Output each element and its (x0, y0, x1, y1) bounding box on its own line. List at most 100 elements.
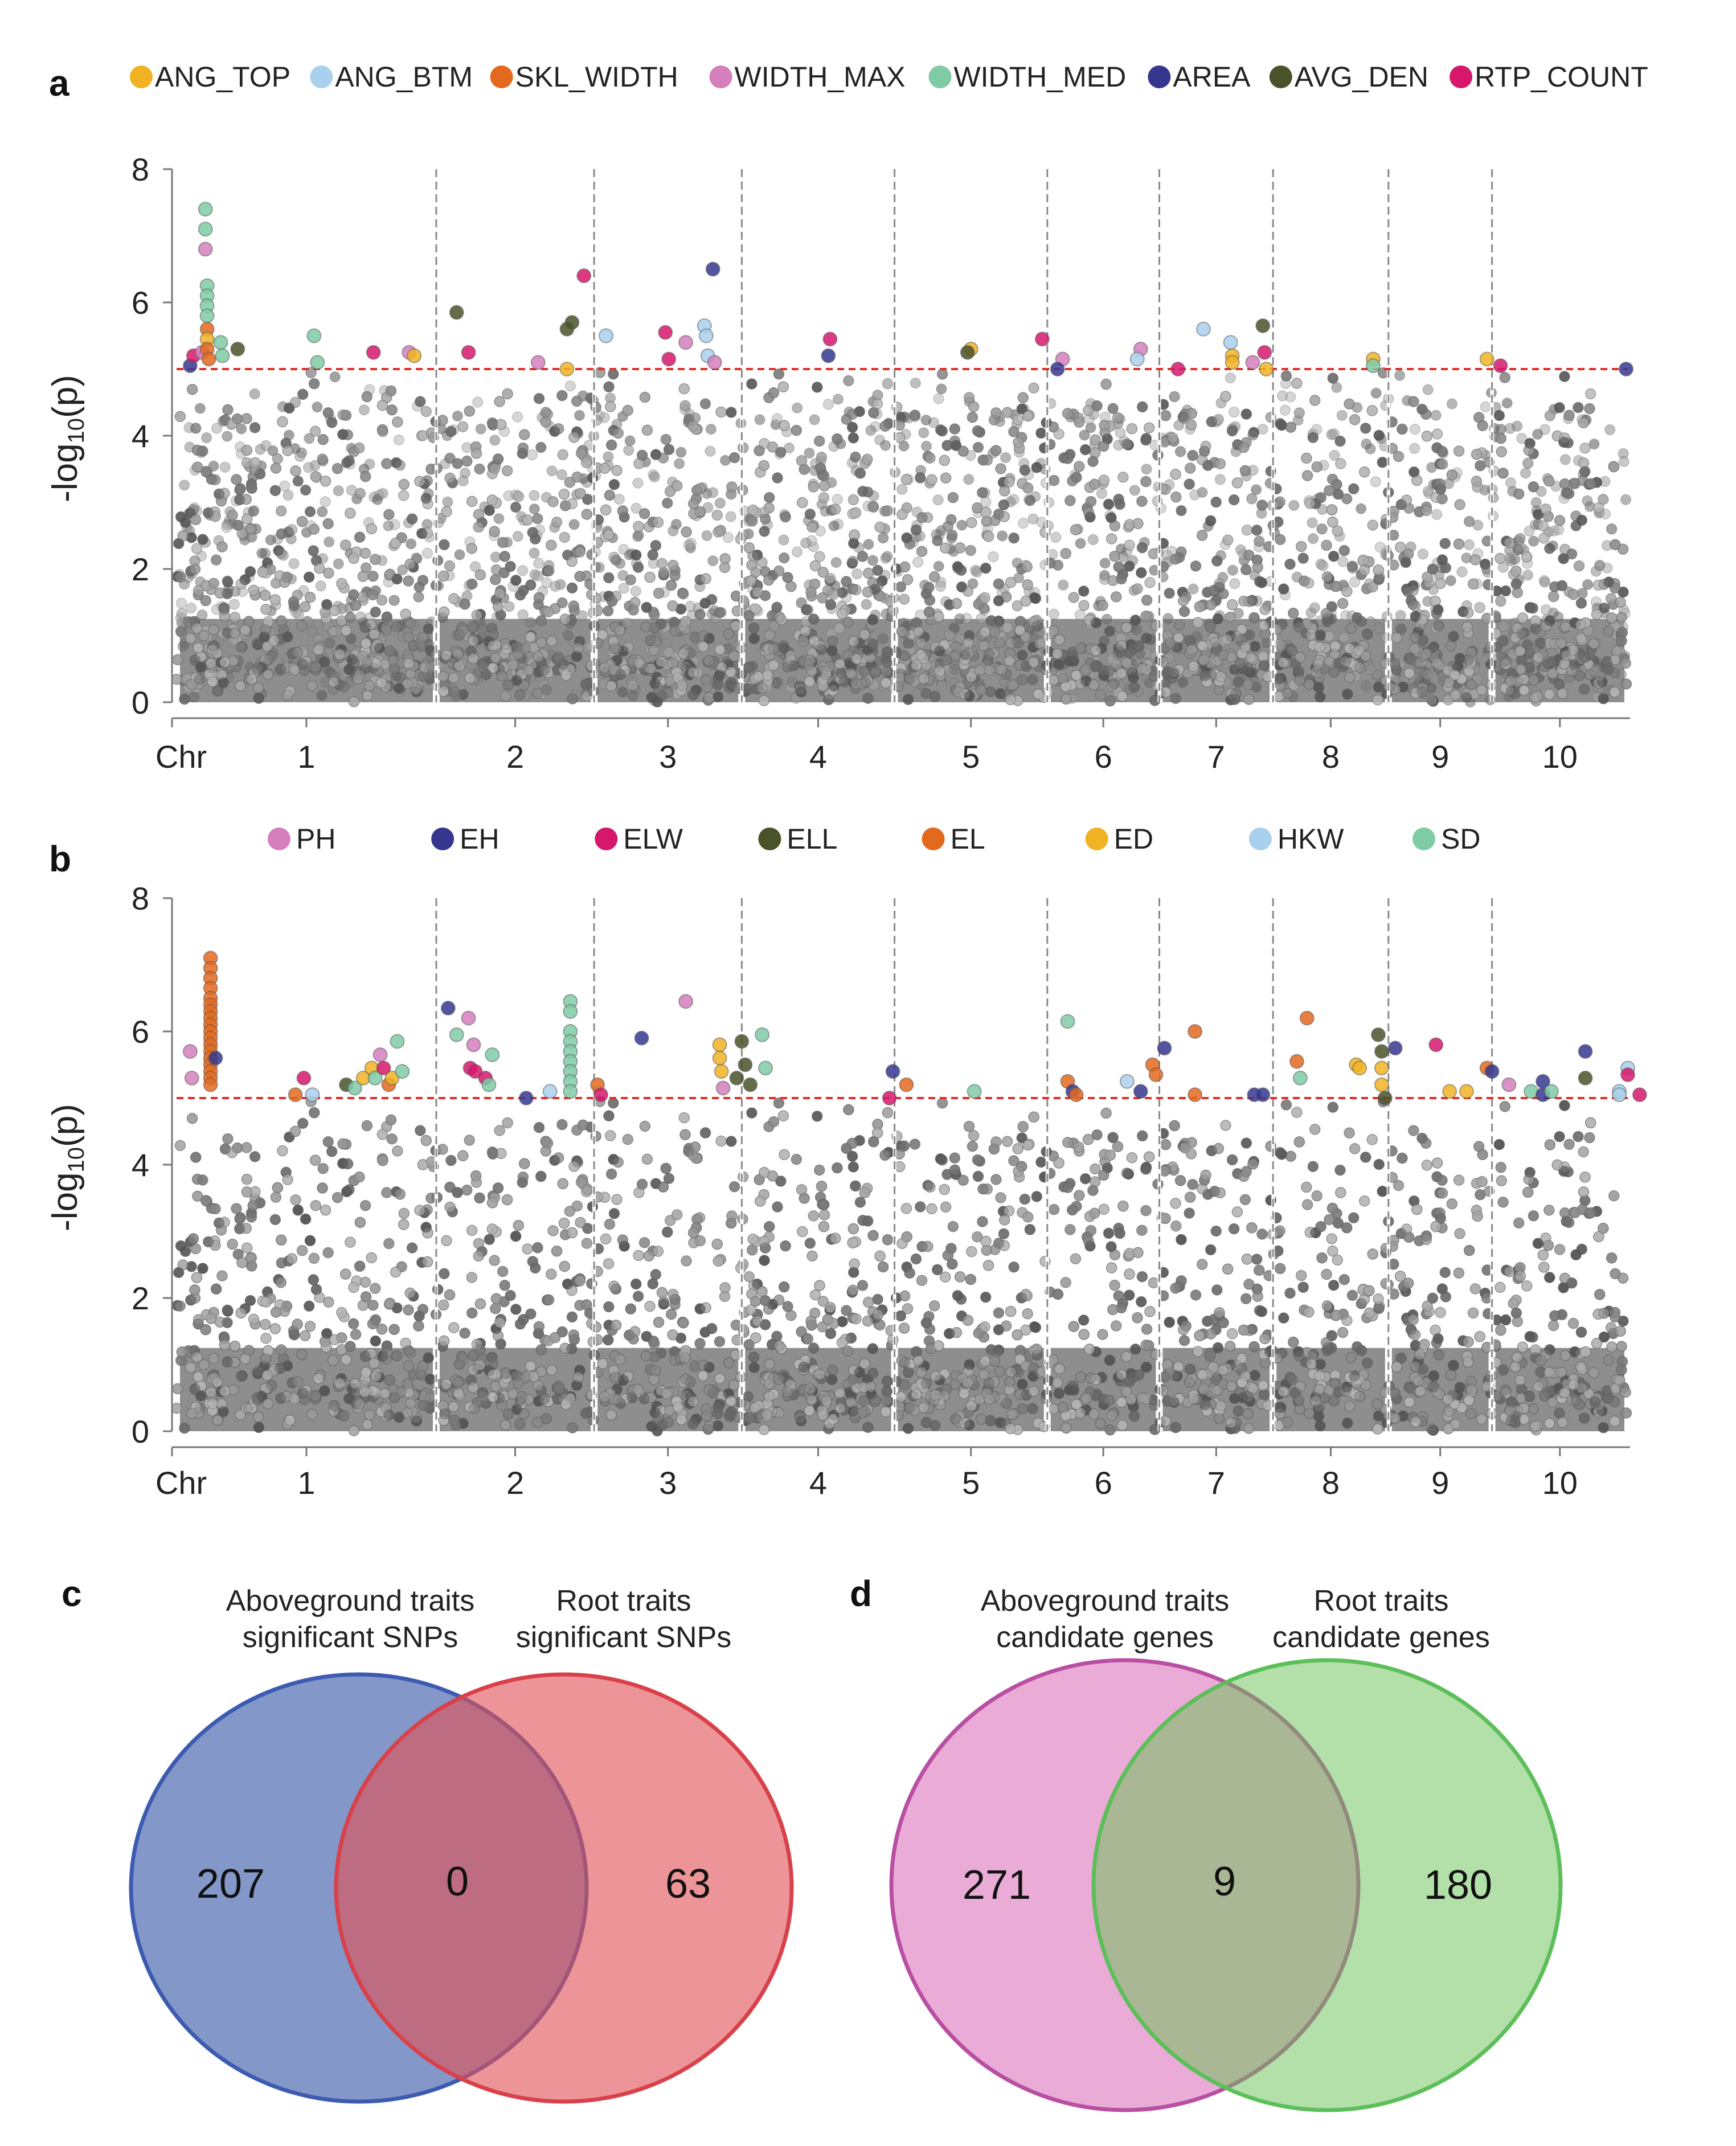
background-point (809, 414, 820, 425)
background-point (191, 543, 203, 555)
background-point (918, 427, 930, 439)
background-point (833, 622, 845, 634)
background-point (302, 462, 314, 473)
background-point (1174, 619, 1185, 630)
background-point (683, 539, 695, 551)
background-point (219, 461, 231, 473)
background-point (1409, 443, 1420, 454)
background-point (933, 560, 944, 572)
background-point (1050, 531, 1062, 543)
background-point (988, 551, 999, 563)
background-point (1394, 370, 1406, 381)
background-point (377, 488, 388, 499)
background-point (956, 519, 968, 531)
legend-label-avg-den: AVG_DEN (1295, 61, 1428, 93)
background-point (851, 568, 863, 580)
background-point (512, 530, 524, 542)
background-point (1048, 608, 1060, 620)
background-point (1370, 476, 1382, 488)
background-point (1096, 488, 1108, 499)
legend-swatch-avg-den (1269, 65, 1292, 88)
background-point (546, 465, 558, 477)
background-point (320, 496, 331, 507)
legend-label-ang-btm: ANG_BTM (335, 61, 473, 93)
background-point (1553, 524, 1565, 535)
panel-label-a: a (49, 63, 69, 104)
background-point (898, 440, 910, 452)
background-point (719, 454, 731, 466)
background-point (1189, 489, 1201, 501)
background-point (260, 440, 272, 452)
background-point (265, 534, 276, 546)
background-point (1017, 517, 1029, 529)
background-point (1504, 552, 1516, 564)
background-point (316, 690, 327, 701)
background-point (511, 411, 523, 423)
background-point (1430, 409, 1442, 421)
background-point (632, 477, 644, 489)
background-point (1532, 428, 1543, 440)
legend-swatch-skl-width (490, 65, 513, 88)
background-point (1559, 454, 1571, 465)
background-point (1364, 660, 1375, 671)
background-point (317, 506, 328, 518)
background-point (533, 570, 544, 582)
background-point (932, 494, 944, 506)
background-point (324, 637, 335, 649)
background-point (1528, 535, 1540, 547)
background-point (1574, 560, 1585, 571)
background-point (910, 377, 922, 389)
background-point (517, 565, 529, 576)
background-point (333, 558, 345, 570)
background-point (714, 497, 726, 509)
legend-label-width-max: WIDTH_MAX (735, 61, 906, 93)
background-point (830, 556, 842, 568)
panel-label-c: c (62, 1573, 82, 1614)
background-point (228, 599, 240, 610)
background-point (1520, 467, 1532, 479)
background-point (967, 578, 978, 589)
background-point (1620, 494, 1632, 505)
background-point (912, 556, 924, 568)
background-point (211, 423, 223, 434)
background-point (1075, 538, 1086, 549)
background-point (778, 534, 789, 546)
background-point (533, 558, 544, 569)
background-point (954, 613, 965, 625)
background-point (1361, 438, 1372, 450)
background-point (1317, 560, 1329, 572)
background-point (323, 536, 335, 548)
background-point (1141, 463, 1152, 475)
background-point (525, 617, 536, 628)
background-point (673, 458, 685, 469)
background-point (920, 440, 932, 452)
legend-label-rtp-count: RTP_COUNT (1475, 61, 1648, 93)
background-point (1087, 534, 1099, 546)
background-point (1001, 622, 1013, 633)
background-point (1373, 622, 1385, 634)
background-point (996, 530, 1008, 542)
background-point (194, 403, 206, 414)
background-point (630, 585, 641, 597)
legend-label-skl-width: SKL_WIDTH (515, 61, 678, 93)
background-point (662, 646, 674, 658)
background-point (1495, 423, 1507, 435)
legend-swatch-rtp-count (1450, 65, 1473, 88)
background-point (624, 435, 636, 447)
background-point (1501, 398, 1513, 409)
background-point (529, 490, 540, 501)
background-point (489, 435, 501, 446)
background-point (685, 600, 696, 612)
background-point (1307, 517, 1318, 529)
background-point (178, 480, 190, 491)
background-point (1279, 404, 1291, 416)
background-point (613, 493, 625, 505)
background-point (661, 637, 673, 649)
background-point (618, 583, 629, 594)
background-point (882, 551, 893, 562)
background-point (649, 471, 661, 483)
background-point (517, 609, 529, 621)
background-point (529, 547, 540, 559)
background-point (822, 399, 834, 410)
background-point (791, 402, 803, 414)
